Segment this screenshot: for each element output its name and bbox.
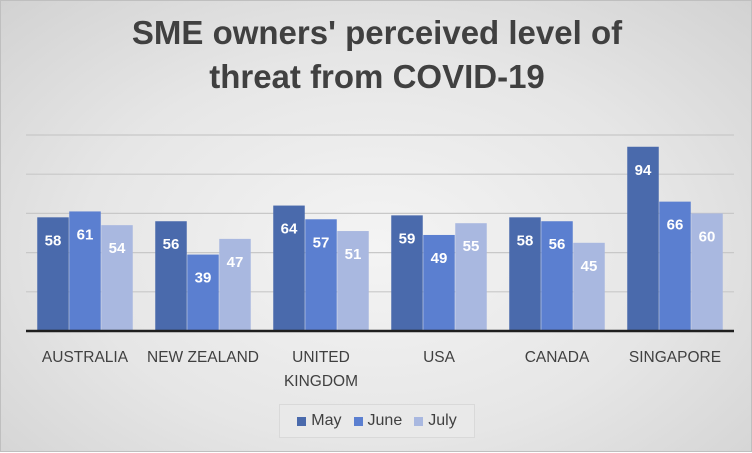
data-label-july-canada: 45	[581, 258, 598, 275]
legend-label-july: July	[428, 412, 457, 429]
chart-title-line-2: threat from COVID-19	[209, 58, 545, 95]
legend-swatch-june	[353, 416, 363, 426]
data-label-july-usa: 55	[463, 238, 480, 255]
data-label-june-united-kingdom: 57	[313, 234, 330, 251]
legend-item-may: May	[297, 412, 342, 430]
x-tick-label: NEW ZEALAND	[147, 349, 259, 366]
bar-may-united-kingdom	[273, 205, 305, 331]
legend-swatch-july	[414, 416, 424, 426]
bar-june-usa	[423, 234, 455, 331]
bar-june-united-kingdom	[305, 219, 337, 331]
x-tick-label: SINGAPORE	[629, 349, 721, 366]
bar-june-canada	[541, 221, 573, 331]
data-label-may-singapore: 94	[635, 162, 652, 179]
bar-may-australia	[37, 217, 69, 331]
bar-july-canada	[573, 242, 605, 331]
legend-item-june: June	[353, 412, 403, 430]
bar-june-new-zealand	[187, 254, 219, 331]
chart-title-line-1: SME owners' perceived level of	[131, 14, 623, 51]
bar-june-singapore	[659, 201, 691, 331]
data-label-july-new-zealand: 47	[227, 254, 244, 271]
bar-july-australia	[101, 225, 133, 331]
data-label-july-australia: 54	[109, 240, 126, 257]
legend-label-may: May	[311, 412, 342, 429]
chart-title: SME owners' perceived level of threat fr…	[1, 11, 752, 99]
legend: May June July	[279, 404, 475, 438]
data-label-may-canada: 58	[517, 232, 534, 249]
bar-may-usa	[391, 215, 423, 331]
data-label-may-united-kingdom: 64	[281, 221, 298, 238]
bar-july-united-kingdom	[337, 231, 369, 331]
data-label-june-canada: 56	[549, 236, 566, 253]
data-label-july-united-kingdom: 51	[345, 246, 362, 263]
data-label-may-new-zealand: 56	[163, 236, 180, 253]
legend-swatch-may	[297, 416, 307, 426]
bar-july-singapore	[691, 213, 723, 331]
legend-label-june: June	[367, 412, 403, 429]
legend-item-july: July	[414, 412, 457, 430]
x-tick-label: AUSTRALIA	[42, 349, 129, 366]
x-tick-label: USA	[423, 349, 456, 366]
data-label-may-australia: 58	[45, 232, 62, 249]
data-label-june-australia: 61	[77, 226, 94, 243]
bar-may-new-zealand	[155, 221, 187, 331]
data-label-june-singapore: 66	[667, 217, 684, 234]
data-label-july-singapore: 60	[699, 228, 716, 245]
data-label-june-new-zealand: 39	[195, 270, 212, 287]
bar-may-canada	[509, 217, 541, 331]
bar-may-singapore	[627, 146, 659, 331]
x-tick-label: UNITED	[292, 349, 350, 366]
x-tick-label: CANADA	[525, 349, 590, 366]
bar-july-new-zealand	[219, 238, 251, 331]
bar-july-usa	[455, 223, 487, 331]
data-label-may-usa: 59	[399, 230, 416, 247]
bar-june-australia	[69, 211, 101, 331]
data-label-june-usa: 49	[431, 250, 448, 267]
x-tick-label: KINGDOM	[284, 373, 358, 390]
